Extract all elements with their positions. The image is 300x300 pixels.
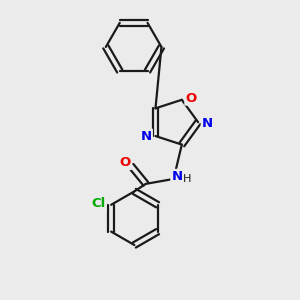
Text: N: N xyxy=(171,170,182,183)
Text: O: O xyxy=(120,156,131,169)
Text: Cl: Cl xyxy=(92,197,106,210)
Text: N: N xyxy=(202,117,213,130)
Text: N: N xyxy=(141,130,152,142)
Text: H: H xyxy=(183,174,192,184)
Text: O: O xyxy=(185,92,197,105)
